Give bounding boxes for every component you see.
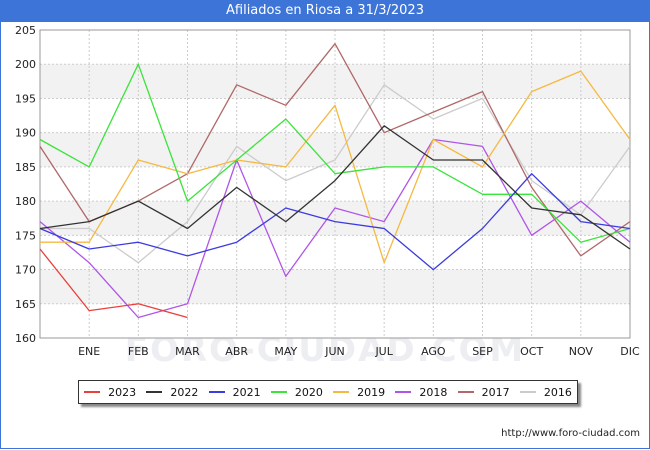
x-tick-label: SEP [472, 345, 493, 358]
y-tick-label: 200 [15, 58, 36, 71]
legend-label: 2021 [232, 385, 261, 399]
legend-label: 2020 [294, 385, 323, 399]
x-tick-label: NOV [569, 345, 594, 358]
series-line-2018 [39, 138, 631, 319]
legend-swatch [208, 391, 225, 393]
legend-item-2016: 2016 [519, 385, 572, 399]
y-tick-label: 160 [15, 332, 36, 345]
legend-item-2021: 2021 [208, 385, 261, 399]
legend-label: 2023 [108, 385, 137, 399]
legend-item-2018: 2018 [395, 386, 447, 399]
legend-item-2022: 2022 [146, 386, 198, 399]
legend-swatch [270, 391, 287, 393]
y-tick-label: 190 [15, 127, 36, 140]
legend: 2023 2022 2021 2020 2019 2018 2017 2016 [78, 380, 578, 404]
legend-label: 2016 [543, 385, 572, 399]
y-tick-label: 175 [15, 229, 36, 242]
chart-title: Afiliados en Riosa a 31/3/2023 [0, 0, 650, 22]
legend-label: 2022 [170, 385, 199, 399]
x-tick-label: FEB [128, 345, 149, 358]
x-tick-label: OCT [520, 345, 543, 358]
legend-swatch [333, 391, 350, 393]
legend-item-2020: 2020 [270, 385, 323, 399]
series-line-2022 [39, 125, 631, 250]
legend-item-2023: 2023 [84, 386, 136, 399]
y-tick-label: 205 [15, 24, 36, 37]
series-line-2020 [39, 63, 631, 243]
legend-label: 2018 [419, 385, 448, 399]
x-tick-label: DIC [620, 345, 640, 358]
series-line-2023 [39, 248, 188, 319]
series-line-2021 [39, 173, 631, 271]
x-tick-label: JUL [374, 345, 393, 358]
legend-item-2017: 2017 [457, 385, 510, 399]
legend-swatch [519, 391, 536, 393]
x-tick-label: JUN [324, 345, 345, 358]
y-tick-label: 180 [15, 195, 36, 208]
series-line-2016 [40, 84, 631, 264]
legend-swatch [395, 391, 412, 393]
legend-swatch [84, 391, 101, 393]
y-tick-label: 170 [15, 264, 36, 277]
x-tick-label: ENE [78, 345, 100, 358]
x-tick-label: MAY [274, 345, 297, 358]
x-tick-label: MAR [175, 345, 200, 358]
source-url: http://www.foro-ciudad.com [501, 428, 640, 439]
y-tick-label: 195 [15, 92, 36, 105]
legend-swatch [457, 391, 474, 393]
legend-label: 2017 [481, 385, 510, 399]
plot-band [40, 132, 630, 167]
legend-swatch [146, 391, 163, 393]
y-tick-label: 165 [15, 298, 36, 311]
legend-item-2019: 2019 [333, 386, 385, 399]
plot-frame [39, 29, 631, 339]
series-line-2019 [40, 70, 631, 264]
plot-band [40, 64, 630, 99]
legend-label: 2019 [357, 385, 386, 399]
x-tick-label: AGO [421, 345, 446, 358]
y-tick-label: 185 [15, 161, 36, 174]
x-tick-label: ABR [225, 345, 248, 358]
